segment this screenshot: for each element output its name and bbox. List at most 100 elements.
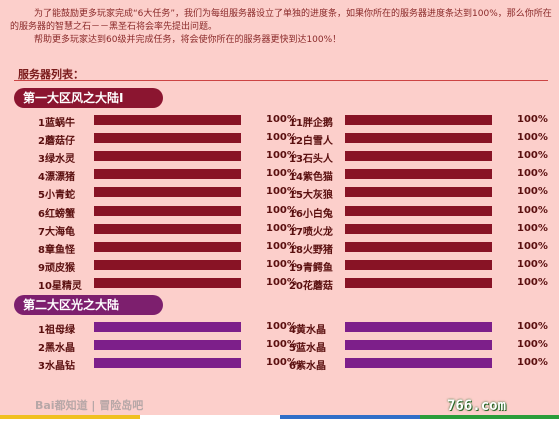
server-name: 12白雪人 [289,136,333,148]
server-name: 13石头人 [289,154,333,166]
stripe-yellow [0,415,140,419]
progress-percent: 100% [266,168,297,180]
progress-percent: 100% [517,222,548,234]
progress-bar [345,322,492,332]
server-name: 5小青蛇 [38,190,75,202]
region-2-header: 第二大区光之大陆 [14,295,163,315]
progress-bar [94,205,241,216]
progress-bar [94,358,241,368]
progress-percent: 100% [517,357,548,368]
server-name: 2黑水晶 [38,343,75,354]
progress-fill [345,133,492,144]
progress-bar [94,169,241,180]
server-name: 17喷火龙 [289,226,333,238]
progress-percent: 100% [266,132,297,144]
progress-bar [345,340,492,350]
progress-fill [94,322,241,332]
progress-fill [94,241,241,252]
progress-percent: 100% [266,204,297,216]
progress-bar [94,241,241,252]
progress-fill [94,169,241,180]
progress-fill [345,115,492,125]
progress-percent: 100% [266,186,297,198]
server-name: 18火野猪 [289,244,333,256]
progress-fill [345,259,492,270]
progress-fill [345,277,492,288]
server-name: 7大海龟 [38,226,75,238]
server-name: 2蘑菇仔 [38,136,75,148]
progress-fill [94,277,241,288]
progress-percent: 100% [517,186,548,198]
progress-percent: 100% [517,339,548,350]
bottom-bar [0,415,559,426]
progress-bar [345,169,492,180]
server-name: 1蓝蜗牛 [38,118,75,129]
progress-fill [345,358,492,368]
progress-percent: 100% [266,150,297,162]
progress-bar [345,115,492,125]
progress-fill [94,259,241,270]
divider [14,80,548,81]
server-name: 5蓝水晶 [289,343,326,354]
progress-fill [345,322,492,332]
progress-bar [345,277,492,288]
server-name: 9顽皮猴 [38,262,75,274]
server-name: 20花蘑菇 [289,280,333,292]
progress-bar [94,223,241,234]
progress-bar [94,133,241,144]
progress-bar [345,133,492,144]
progress-fill [94,115,241,125]
server-name: 6紫水晶 [289,361,326,372]
progress-bar [94,340,241,350]
progress-bar [345,223,492,234]
site-watermark: 766.com [447,398,507,414]
progress-percent: 100% [517,240,548,252]
progress-percent: 100% [517,114,548,125]
progress-percent: 100% [517,168,548,180]
progress-percent: 100% [517,321,548,332]
server-name: 15大灰狼 [289,190,333,202]
server-name: 4漂漂猪 [38,172,75,184]
server-name: 8章鱼怪 [38,244,75,256]
progress-fill [94,223,241,234]
server-name: 14紫色猫 [289,172,333,184]
progress-bar [94,187,241,198]
stripe-green [420,415,559,419]
intro-text: 为了能鼓励更多玩家完成“6大任务”，我们为每组服务器设立了单独的进度条，如果你所… [10,8,553,47]
progress-bar [94,151,241,162]
progress-percent: 100% [266,276,297,288]
progress-percent: 100% [266,321,297,332]
progress-percent: 100% [517,132,548,144]
progress-percent: 100% [266,240,297,252]
progress-bar [345,358,492,368]
server-name: 19青鳄鱼 [289,262,333,274]
server-name: 3水晶钻 [38,361,75,372]
progress-fill [345,205,492,216]
server-name: 11胖企鹅 [289,118,333,129]
progress-percent: 100% [517,276,548,288]
progress-bar [94,322,241,332]
intro-paragraph-2: 帮助更多玩家达到60级并完成任务，将会使你所在的服务器更快到达100%！ [34,35,342,45]
server-name: 10星精灵 [38,280,82,292]
progress-bar [94,115,241,125]
progress-percent: 100% [517,150,548,162]
progress-percent: 100% [266,258,297,270]
progress-fill [345,169,492,180]
progress-bar [345,205,492,216]
progress-fill [94,340,241,350]
progress-fill [94,358,241,368]
progress-percent: 100% [266,339,297,350]
server-name: 6红螃蟹 [38,208,75,220]
progress-bar [94,277,241,288]
progress-percent: 100% [517,258,548,270]
progress-bar [345,187,492,198]
stripe-blue [280,415,420,419]
progress-fill [345,187,492,198]
progress-fill [345,223,492,234]
server-name: 3绿水灵 [38,154,75,166]
progress-fill [94,187,241,198]
progress-fill [345,340,492,350]
server-name: 1祖母绿 [38,325,75,336]
server-list-title: 服务器列表： [18,68,84,81]
baidu-watermark: Bai都知道 | 冒险岛吧 [35,399,144,412]
